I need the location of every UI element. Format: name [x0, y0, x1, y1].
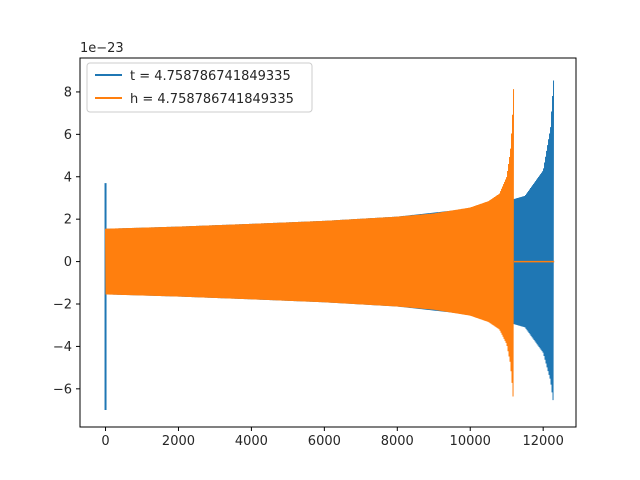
- y-tick-label: −6: [53, 382, 72, 397]
- y-tick-label: −2: [53, 298, 72, 313]
- y-tick-label: 4: [64, 170, 72, 185]
- y-tick-label: −4: [53, 340, 72, 355]
- y-offset-label: 1e−23: [80, 41, 124, 56]
- x-tick-label: 2000: [162, 434, 195, 449]
- legend-box: [86, 62, 313, 113]
- x-tick-label: 0: [101, 434, 109, 449]
- x-tick-label: 12000: [522, 434, 563, 449]
- legend-label-t: t = 4.758786741849335: [130, 69, 291, 84]
- y-tick-label: 2: [64, 213, 72, 228]
- legend-label-h: h = 4.758786741849335: [130, 92, 294, 107]
- x-tick-label: 8000: [381, 434, 414, 449]
- series-1: [105, 89, 555, 397]
- y-tick-label: 6: [64, 128, 72, 143]
- x-tick-label: 4000: [235, 434, 268, 449]
- axes-layer: 0 2000 4000 6000 8000 10000 12000 −6 −4 −2 0 2 4 6 8: [53, 57, 577, 449]
- y-tick-label: 0: [64, 255, 72, 270]
- x-tick-label: 10000: [450, 434, 491, 449]
- x-tick-label: 6000: [308, 434, 341, 449]
- plot-frame: [79, 57, 577, 428]
- series-layer: [104, 80, 555, 411]
- series-line: [105, 89, 515, 397]
- legend: t = 4.758786741849335 h = 4.758786741849…: [86, 62, 313, 113]
- y-tick-label: 8: [64, 85, 72, 100]
